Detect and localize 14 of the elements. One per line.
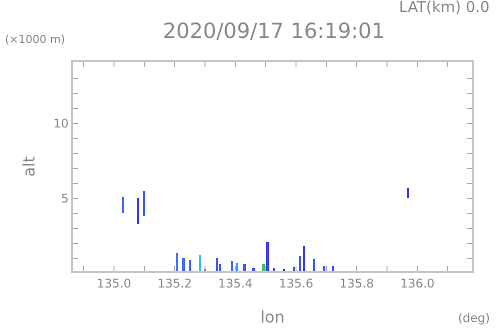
chart-title: 2020/09/17 16:19:01 xyxy=(162,19,385,44)
x-tick-label: 135.2 xyxy=(157,276,192,290)
y-tick-label: 5 xyxy=(60,192,69,206)
y-axis-title: alt xyxy=(20,156,39,177)
y-tick-label: 10 xyxy=(53,116,69,131)
x-tick-label: 135.8 xyxy=(340,276,374,290)
x-tick-label: 136.0 xyxy=(400,276,435,290)
text: LAT(km) 0.0 xyxy=(399,0,490,16)
text: (deg) xyxy=(458,311,490,325)
text: (×1000 m) xyxy=(5,33,66,46)
x-tick-label: 135.6 xyxy=(278,276,314,290)
x-axis-title: lon xyxy=(260,308,285,327)
x-tick-label: 135.0 xyxy=(96,276,132,290)
x-tick-label: 135.4 xyxy=(218,276,253,290)
